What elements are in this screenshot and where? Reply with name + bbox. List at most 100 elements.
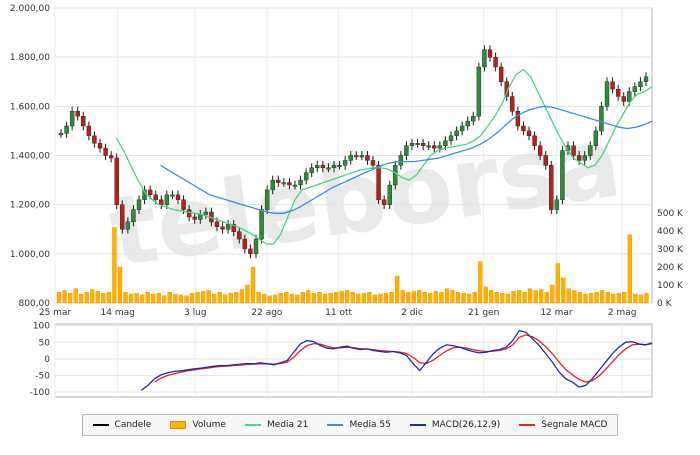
volume-bar (428, 292, 433, 304)
volume-bar (62, 290, 67, 304)
candle-body (192, 216, 197, 220)
candle-body (231, 224, 236, 232)
candle-body (365, 155, 370, 161)
volume-y-tick-label: 100 K (657, 281, 684, 291)
candle-body (86, 125, 92, 137)
candle-body (359, 155, 365, 158)
candle-body (381, 199, 387, 205)
volume-bar (383, 292, 389, 304)
legend-label-media-55: Media 55 (349, 420, 391, 430)
candle-body (476, 66, 482, 117)
watermark: teleborsa (104, 106, 628, 288)
macd-y-tick-label: 0 (44, 355, 50, 365)
volume-bar (594, 292, 599, 304)
candle-body (303, 172, 309, 181)
volume-bar (195, 292, 200, 304)
candle-body (582, 155, 587, 161)
candle-body (170, 194, 175, 197)
price-y-tick-label: 1.000,00 (10, 250, 50, 260)
volume-bar (345, 290, 350, 304)
candle-body (593, 130, 599, 146)
candle-body (526, 130, 532, 137)
candle-body (532, 135, 537, 146)
volume-bar (455, 292, 461, 304)
volume-bar (588, 292, 594, 304)
legend-item-media-21: Media 21 (245, 420, 308, 430)
candle-body (487, 49, 493, 58)
volume-bar (106, 292, 112, 304)
macd-y-tick-label: -50 (35, 371, 50, 381)
candle-body (164, 194, 170, 205)
x-tick-label: 2 dic (401, 308, 423, 318)
volume-bar (561, 277, 566, 304)
candle-body (404, 145, 409, 156)
volume-bar (389, 292, 394, 304)
candle-body (326, 167, 331, 170)
candle-body (220, 226, 225, 230)
candle-body (393, 165, 398, 186)
price-y-tick-label: 1.800,00 (10, 53, 50, 63)
legend: Candele Volume Media 21 Media 55 MACD(26… (82, 414, 618, 436)
candle-body (348, 155, 353, 161)
candle-body (337, 165, 342, 168)
candle-body (370, 160, 376, 166)
volume-bar (527, 288, 533, 304)
candle-body (309, 167, 314, 173)
candle-body (186, 209, 192, 218)
volume-bar (478, 261, 483, 304)
candle-body (448, 135, 454, 141)
legend-label-volume: Volume (192, 420, 226, 430)
candle-body (81, 115, 86, 127)
volume-bar (128, 293, 134, 304)
volume-bar (289, 293, 294, 304)
legend-item-media-55: Media 55 (327, 420, 391, 430)
volume-bar (162, 295, 167, 304)
candle-body (292, 184, 298, 187)
volume-bar (433, 291, 439, 304)
candle-body (432, 145, 437, 149)
candle-body (131, 209, 136, 223)
volume-bar (284, 292, 289, 304)
volume-y-tick-label: 500 K (657, 209, 684, 219)
candle-body (510, 96, 515, 112)
candle-body (493, 56, 498, 68)
volume-bar (599, 290, 605, 304)
macd-y-tick-label: -100 (30, 388, 51, 398)
volume-bar (350, 292, 355, 304)
candle-body (437, 145, 443, 149)
volume-bar (550, 284, 555, 304)
volume-bar (261, 293, 267, 304)
candle-body (108, 155, 114, 159)
volume-bar (322, 293, 328, 304)
candle-body (159, 199, 164, 205)
volume-bar (605, 292, 610, 304)
candle-body (576, 155, 582, 161)
volume-bar (505, 293, 511, 304)
candle-body (537, 145, 543, 156)
legend-swatch-media-55 (327, 424, 344, 426)
x-tick-label: 22 ago (251, 308, 283, 318)
macd-panel: 100 50 0 -50 -100 (30, 322, 653, 398)
volume-bar (400, 290, 405, 304)
candle-body (627, 91, 632, 102)
volume-bar (123, 292, 128, 304)
volume-bar (306, 290, 311, 304)
volume-bar (461, 292, 466, 304)
legend-swatch-candele (92, 424, 109, 426)
legend-swatch-media-21 (245, 424, 262, 426)
candle-body (147, 189, 153, 196)
candle-body (409, 143, 415, 146)
candle-body (498, 66, 504, 82)
volume-bar (583, 293, 588, 304)
volume-bar (522, 292, 527, 304)
volume-bar (444, 288, 450, 304)
candle-body (298, 179, 303, 186)
candle-body (259, 209, 264, 240)
candle-body (92, 135, 97, 144)
watermark-text: teleborsa (104, 106, 628, 288)
volume-bar (539, 289, 544, 304)
candle-body (287, 182, 292, 186)
volume-bar (356, 293, 361, 304)
